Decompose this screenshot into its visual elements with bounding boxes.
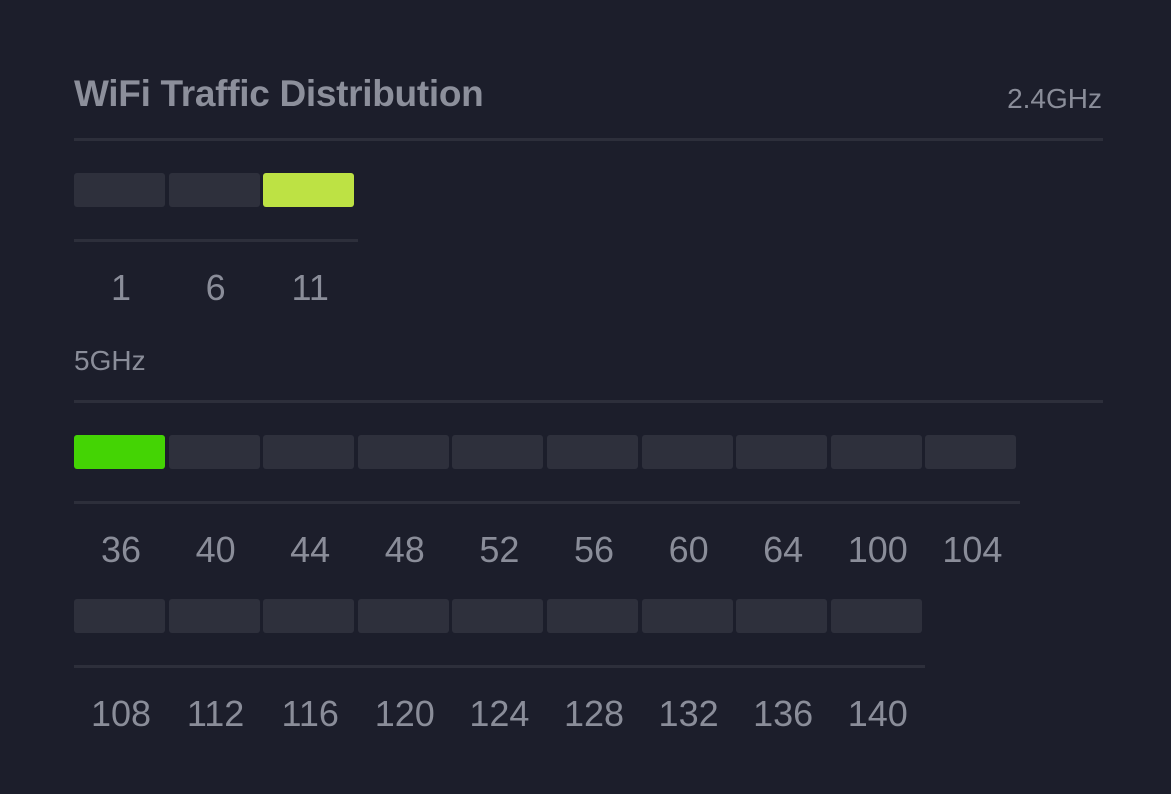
channel-bar-140[interactable] (830, 599, 922, 633)
channel-number-124: 124 (469, 693, 530, 734)
channel-bar-36[interactable] (74, 435, 165, 469)
channel-number-44: 44 (290, 529, 331, 570)
channel-number-120: 120 (374, 693, 435, 734)
channel-number-100: 100 (847, 529, 908, 570)
channel-number-108: 108 (90, 693, 152, 734)
channel-bar-108[interactable] (74, 599, 165, 633)
channel-number-132: 132 (658, 693, 719, 734)
band-label-5ghz: 5GHz (74, 345, 146, 376)
channel-bar-128[interactable] (547, 599, 638, 633)
header-divider (74, 138, 1103, 141)
channel-bar-100[interactable] (830, 435, 922, 469)
channel-number-6: 6 (205, 267, 226, 308)
band-divider-5ghz (74, 400, 1103, 403)
channel-bar-56[interactable] (547, 435, 638, 469)
channel-row-divider (74, 665, 925, 668)
channel-number-52: 52 (479, 529, 520, 570)
band-label-2-4ghz: 2.4GHz (1007, 83, 1102, 114)
channel-bar-104[interactable] (925, 435, 1017, 469)
channel-bar-136[interactable] (736, 599, 828, 633)
channel-bar-52[interactable] (452, 435, 544, 469)
channel-number-40: 40 (195, 529, 236, 570)
channel-bar-6[interactable] (168, 173, 260, 207)
channel-bar-44[interactable] (263, 435, 355, 469)
channel-number-1: 1 (110, 267, 132, 308)
channel-bar-40[interactable] (168, 435, 260, 469)
channel-number-140: 140 (847, 693, 908, 734)
channel-number-36: 36 (100, 529, 142, 570)
channel-number-48: 48 (384, 529, 425, 570)
channel-bar-11[interactable] (263, 173, 355, 207)
channel-row-divider (74, 501, 1020, 504)
widget-title: WiFi Traffic Distribution (74, 73, 484, 114)
channel-bar-124[interactable] (452, 599, 544, 633)
channel-bar-64[interactable] (736, 435, 828, 469)
channel-bar-120[interactable] (357, 599, 449, 633)
channel-bar-48[interactable] (357, 435, 449, 469)
channel-number-60: 60 (668, 529, 709, 570)
channel-number-56: 56 (573, 529, 615, 570)
channel-number-64: 64 (763, 529, 804, 570)
channel-bar-60[interactable] (641, 435, 733, 469)
channel-number-104: 104 (942, 529, 1003, 570)
channel-bar-112[interactable] (168, 599, 260, 633)
channel-number-116: 116 (281, 693, 339, 734)
channel-number-112: 112 (186, 693, 245, 734)
channel-bar-132[interactable] (641, 599, 733, 633)
channel-row-divider (74, 239, 358, 242)
channel-number-128: 128 (563, 693, 625, 734)
channel-bar-116[interactable] (263, 599, 355, 633)
channel-number-136: 136 (753, 693, 814, 734)
channel-number-11: 11 (291, 267, 329, 308)
channel-bar-1[interactable] (74, 173, 165, 207)
